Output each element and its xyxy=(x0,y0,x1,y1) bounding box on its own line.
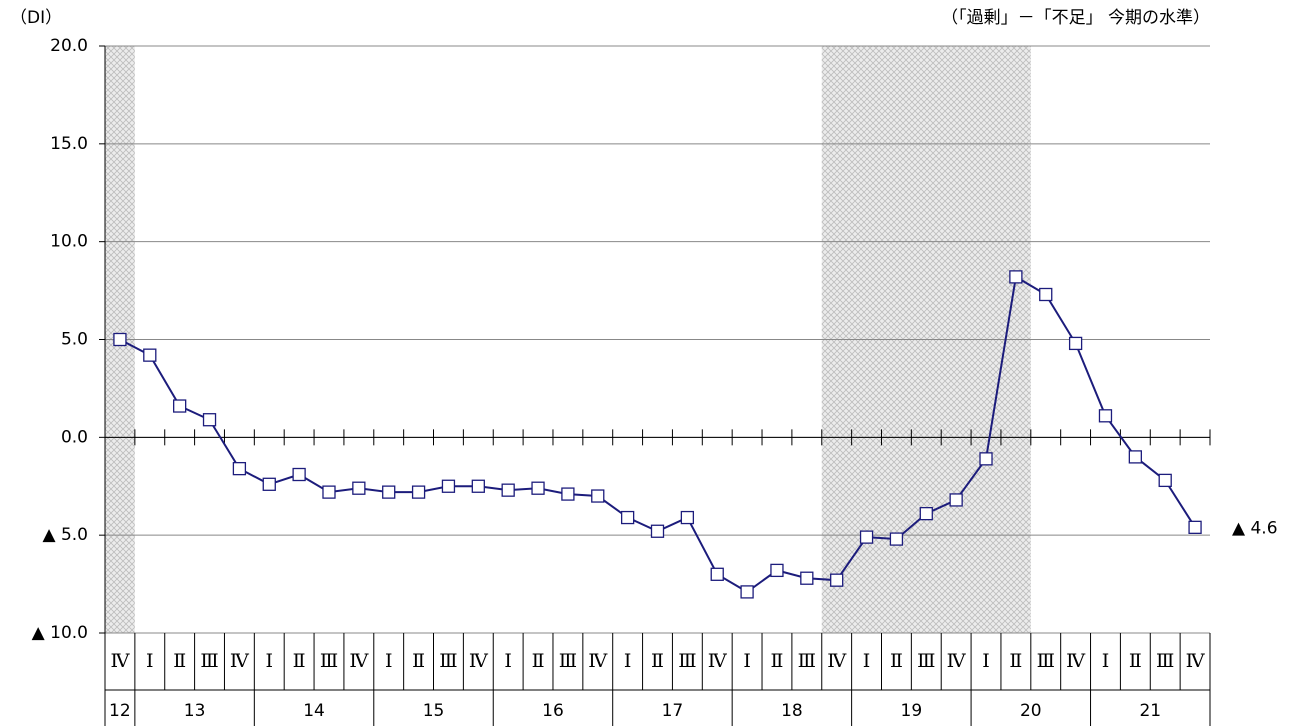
x-tick-label: Ⅲ xyxy=(1156,650,1174,672)
x-tick-label: Ⅲ xyxy=(320,650,338,672)
data-point xyxy=(202,413,217,427)
x-tick-label: Ⅳ xyxy=(827,650,847,672)
data-point xyxy=(1158,473,1172,488)
data-point xyxy=(710,567,724,581)
year-label: 15 xyxy=(423,701,445,721)
x-tick-label: Ⅲ xyxy=(200,650,218,672)
data-point xyxy=(232,461,247,476)
x-tick-label: Ⅱ xyxy=(412,650,425,672)
x-tick-label: Ⅱ xyxy=(173,650,186,672)
data-point xyxy=(411,485,426,499)
x-tick-label: Ⅲ xyxy=(917,650,935,672)
year-label: 16 xyxy=(542,701,564,721)
x-tick-label: Ⅱ xyxy=(532,650,545,672)
x-tick-label: Ⅳ xyxy=(1186,650,1206,672)
x-tick-label: Ⅱ xyxy=(1129,650,1142,672)
x-tick-label: Ⅰ xyxy=(265,650,273,672)
data-point xyxy=(800,571,814,585)
data-point xyxy=(680,510,695,525)
data-point xyxy=(979,452,993,466)
data-point xyxy=(1128,450,1142,464)
data-point xyxy=(471,479,485,493)
year-label: 19 xyxy=(901,701,923,721)
x-tick-label: Ⅱ xyxy=(293,650,306,672)
data-point xyxy=(531,481,545,495)
year-label: 20 xyxy=(1020,701,1042,721)
x-tick-label: Ⅳ xyxy=(708,650,728,672)
data-point xyxy=(173,399,187,413)
x-tick-label: Ⅱ xyxy=(770,650,783,672)
year-label: 21 xyxy=(1139,701,1161,721)
x-tick-label: Ⅲ xyxy=(559,650,577,672)
year-label: 17 xyxy=(662,701,684,721)
x-tick-label: Ⅰ xyxy=(863,650,871,672)
x-tick-label: Ⅲ xyxy=(678,650,696,672)
data-point xyxy=(561,487,575,501)
data-point xyxy=(113,332,127,347)
x-tick-label: Ⅰ xyxy=(982,650,990,672)
data-point xyxy=(1009,270,1023,284)
data-point xyxy=(292,467,306,482)
x-tick-label: Ⅰ xyxy=(146,650,154,672)
x-tick-label: Ⅳ xyxy=(110,650,130,672)
x-tick-label: Ⅰ xyxy=(1102,650,1110,672)
x-tick-label: Ⅰ xyxy=(743,650,751,672)
x-tick-label: Ⅰ xyxy=(624,650,632,672)
value-label: ▲ 4.6 xyxy=(1232,518,1278,538)
y-tick-label: 5.0 xyxy=(61,330,88,350)
year-label: 13 xyxy=(184,701,206,721)
data-point xyxy=(740,585,754,599)
y-tick-label: 10.0 xyxy=(50,232,88,252)
data-point xyxy=(949,493,963,507)
data-point xyxy=(919,506,933,521)
year-label: 18 xyxy=(781,701,803,721)
x-tick-label: Ⅱ xyxy=(890,650,903,672)
data-point xyxy=(352,481,366,495)
data-point xyxy=(1068,336,1083,351)
x-tick-label: Ⅳ xyxy=(349,650,369,672)
y-tick-label: 20.0 xyxy=(50,36,88,56)
unit-label: （DI） xyxy=(10,8,62,28)
data-point xyxy=(889,532,904,546)
data-point xyxy=(859,530,874,544)
x-tick-label: Ⅱ xyxy=(651,650,664,672)
data-point xyxy=(441,479,456,493)
data-point xyxy=(322,485,336,499)
y-tick-label: 15.0 xyxy=(50,134,88,154)
x-tick-label: Ⅳ xyxy=(230,650,250,672)
x-tick-label: Ⅳ xyxy=(947,650,967,672)
data-point xyxy=(650,524,665,538)
data-point xyxy=(591,489,605,503)
x-tick-label: Ⅲ xyxy=(439,650,457,672)
year-label: 12 xyxy=(109,701,131,721)
data-point xyxy=(830,573,844,587)
x-tick-label: Ⅳ xyxy=(1066,650,1086,672)
data-point xyxy=(1039,287,1053,302)
data-point xyxy=(262,477,276,491)
y-tick-label: ▲ 5.0 xyxy=(42,525,88,545)
y-tick-label: ▲ 10.0 xyxy=(32,623,88,643)
x-tick-label: Ⅰ xyxy=(385,650,393,672)
data-point xyxy=(770,563,784,578)
data-point xyxy=(143,348,157,362)
subtitle: （「過剰」－「不足」 今期の水準） xyxy=(941,8,1210,28)
data-point xyxy=(1098,409,1113,423)
data-point xyxy=(501,483,515,497)
x-tick-label: Ⅰ xyxy=(504,650,512,672)
y-tick-label: 0.0 xyxy=(61,427,88,447)
year-label: 14 xyxy=(303,701,325,721)
data-point xyxy=(1188,520,1202,534)
x-tick-label: Ⅳ xyxy=(588,650,608,672)
x-tick-label: Ⅳ xyxy=(469,650,489,672)
data-point xyxy=(620,510,635,525)
x-tick-label: Ⅲ xyxy=(1037,650,1055,672)
data-point xyxy=(382,485,396,499)
x-tick-label: Ⅲ xyxy=(798,650,816,672)
data-line xyxy=(119,275,1196,594)
x-tick-label: Ⅱ xyxy=(1009,650,1022,672)
